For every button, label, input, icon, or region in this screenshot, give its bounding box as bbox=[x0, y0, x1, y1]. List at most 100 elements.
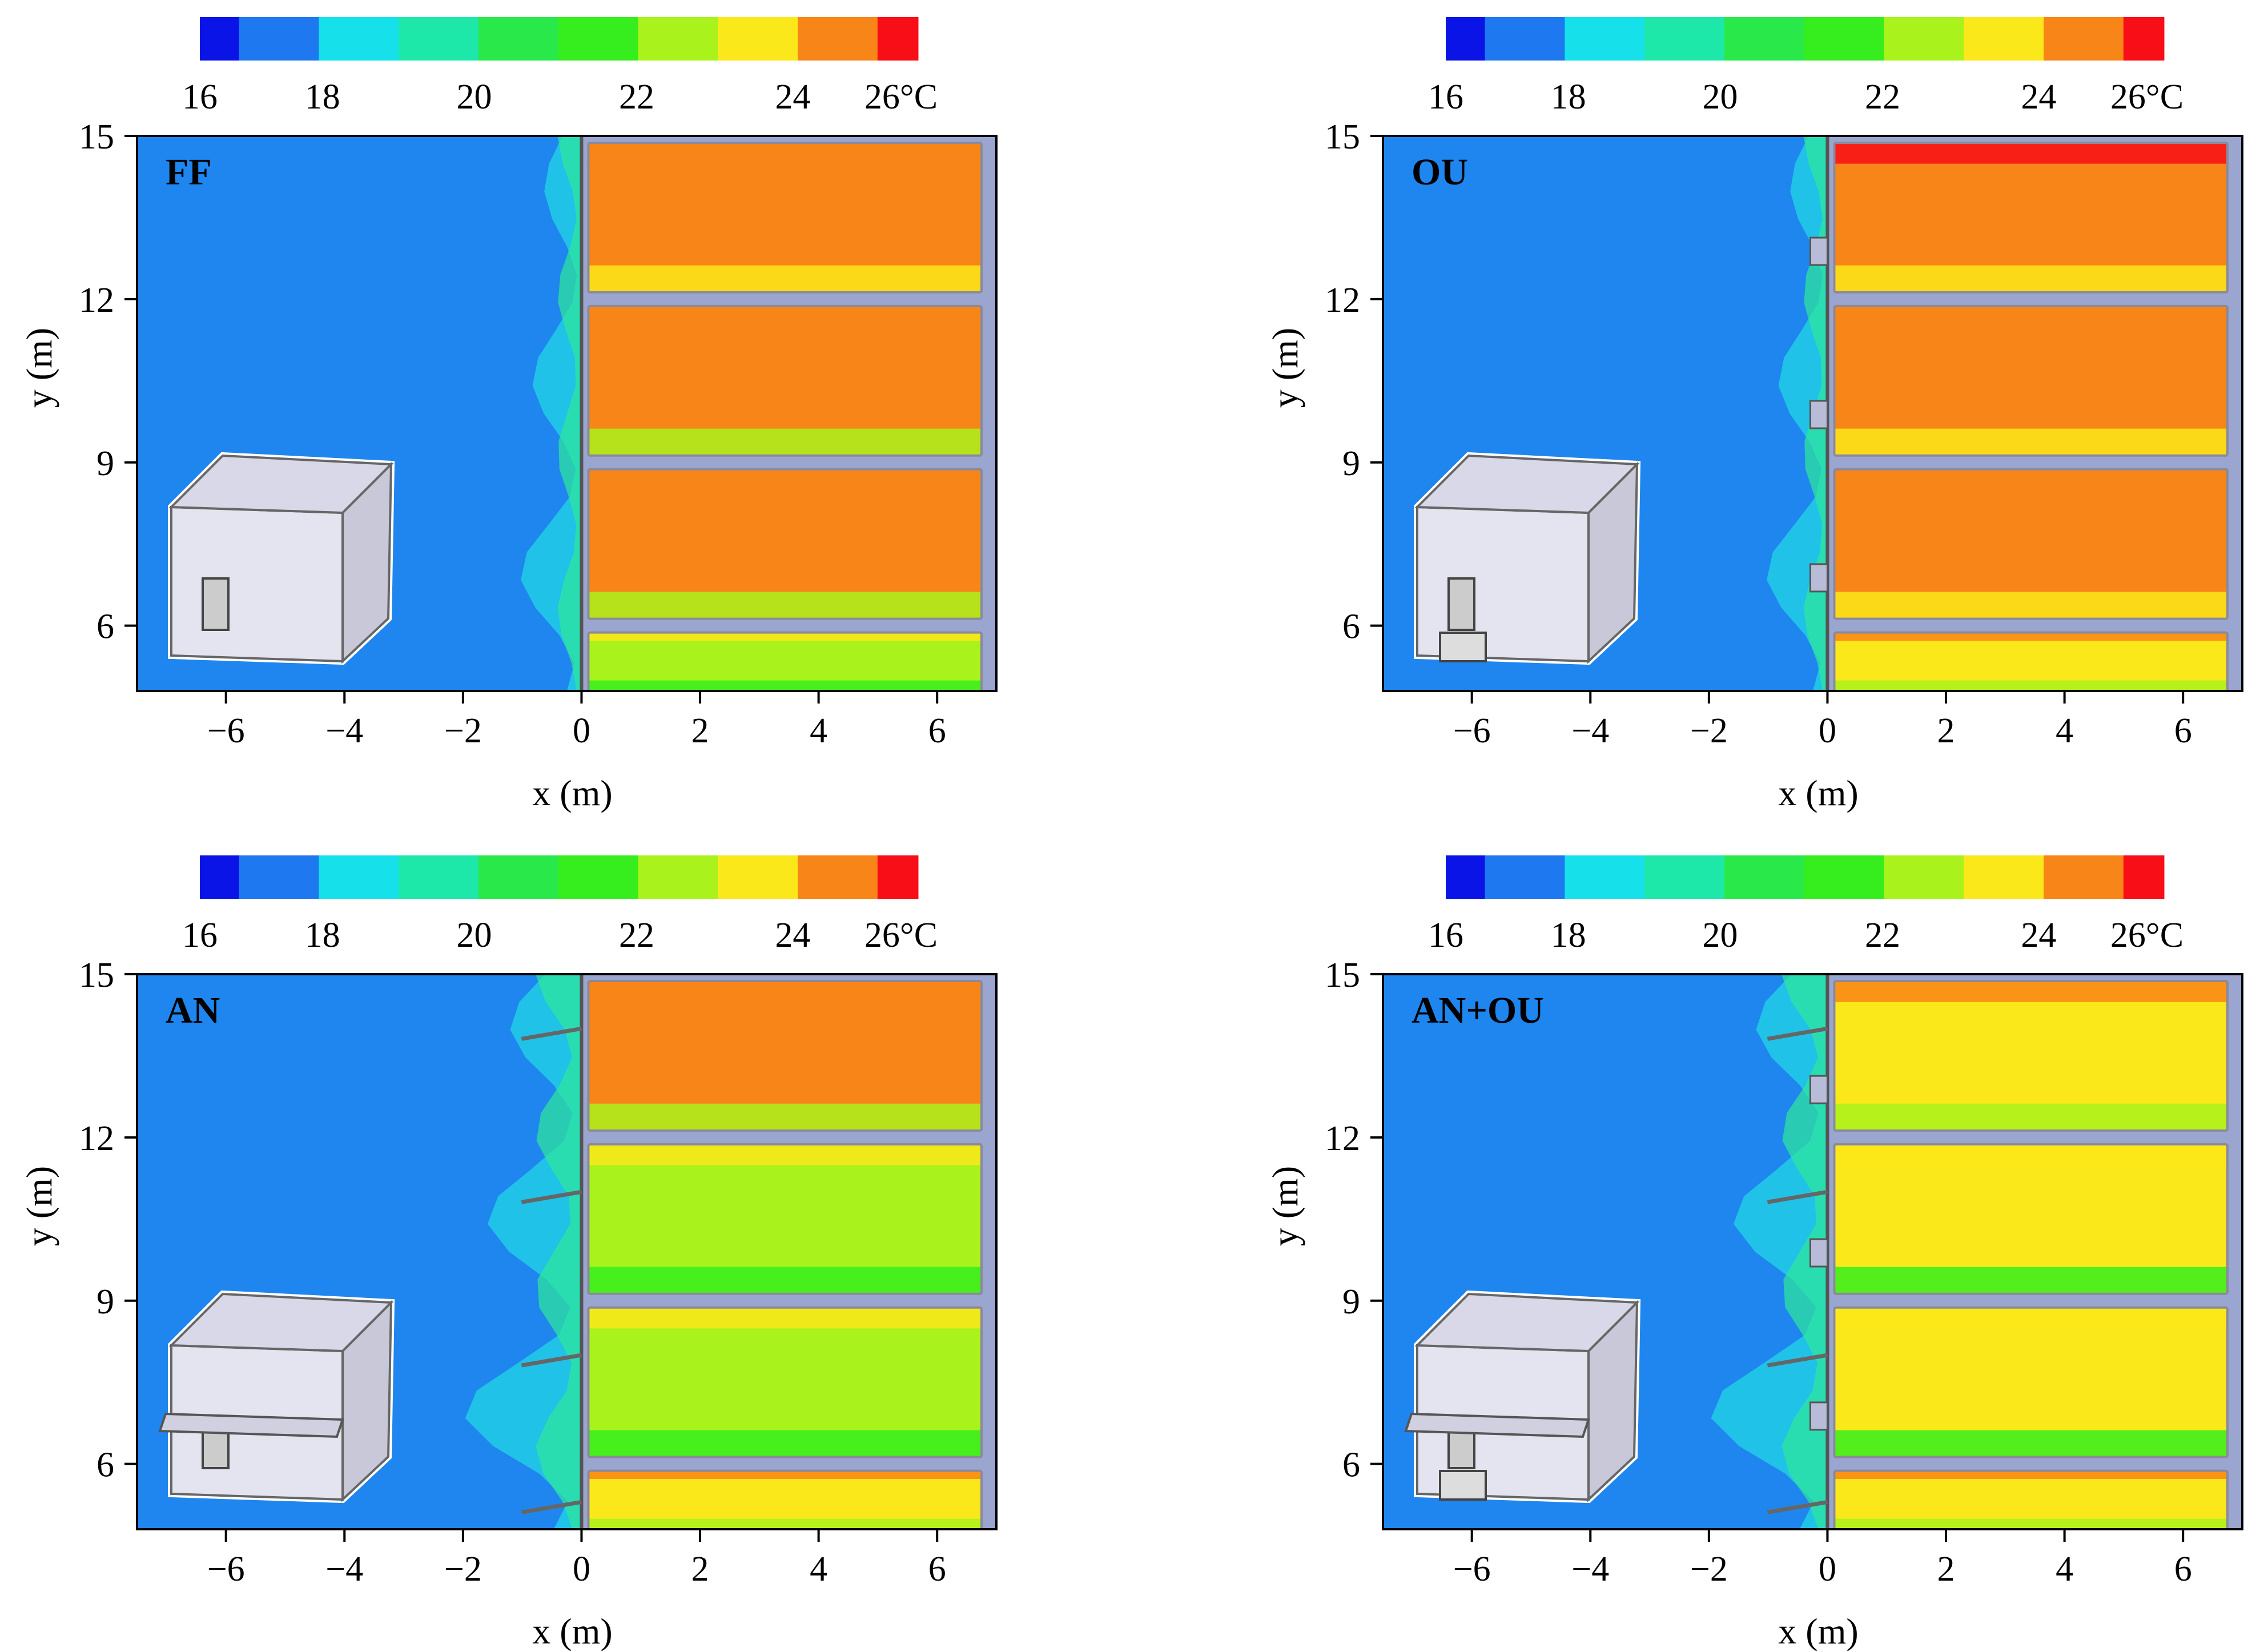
colorbar-band bbox=[1446, 17, 1486, 61]
inset-top-face bbox=[1414, 454, 1640, 515]
colorbar-band bbox=[1964, 855, 2044, 899]
colorbar-band bbox=[399, 855, 479, 899]
colorbar-tick-label: 20 bbox=[456, 916, 492, 955]
awning bbox=[1767, 1353, 1828, 1368]
inset-building-sketch bbox=[1404, 1290, 1641, 1504]
room-temperature-field bbox=[588, 469, 982, 619]
colorbar-band bbox=[200, 17, 240, 61]
room-ceiling-warm-layer bbox=[1834, 632, 2227, 641]
colorbar-tick-label: 22 bbox=[1865, 916, 1900, 955]
colorbar-band bbox=[877, 855, 919, 899]
room-outline bbox=[587, 142, 983, 294]
outdoor-unit bbox=[1809, 400, 1828, 429]
outdoor-unit bbox=[1809, 563, 1828, 593]
x-tick-label: 6 bbox=[928, 712, 946, 750]
colorbar-band bbox=[200, 855, 240, 899]
room-temperature-field bbox=[588, 981, 982, 1131]
room-floor-cool-layer bbox=[588, 592, 982, 619]
room-floor-cool-layer bbox=[588, 1518, 982, 1529]
room-temperature-field bbox=[588, 632, 982, 691]
x-tick-label: 0 bbox=[1819, 712, 1836, 750]
room-floor-cool-layer bbox=[1834, 1518, 2227, 1529]
colorbar-tick-label: 20 bbox=[1702, 916, 1738, 955]
plot-frame bbox=[136, 973, 998, 1530]
colorbar-tick-label: 26°C bbox=[864, 78, 938, 116]
colorbar-band bbox=[2123, 855, 2165, 899]
room-temperature-field bbox=[588, 1144, 982, 1294]
colorbar-tick-label: 16 bbox=[1428, 916, 1463, 955]
panel-label: AN+OU bbox=[1412, 990, 1544, 1031]
x-tick-label: −2 bbox=[1690, 1550, 1728, 1589]
x-tick-label: −6 bbox=[1453, 712, 1491, 750]
outdoor-unit bbox=[1809, 1075, 1828, 1104]
colorbar-band bbox=[1804, 855, 1885, 899]
thermal-plume-core bbox=[557, 136, 582, 691]
colorbar: 16 18 20 22 24 26°C bbox=[182, 855, 938, 955]
colorbar-tick-label: 18 bbox=[1551, 78, 1586, 116]
x-tick-label: 6 bbox=[2174, 712, 2192, 750]
room-floor-cool-layer bbox=[1834, 592, 2227, 619]
colorbar: 16 18 20 22 24 26°C bbox=[1428, 855, 2183, 955]
x-tick-label: 0 bbox=[1819, 1550, 1836, 1589]
room-temperature-field bbox=[588, 306, 982, 456]
colorbar-band bbox=[718, 855, 798, 899]
colorbar-band bbox=[399, 17, 479, 61]
inset-front-face bbox=[170, 505, 344, 663]
room-floor-cool-layer bbox=[588, 265, 982, 292]
room-ceiling-warm-layer bbox=[588, 306, 982, 327]
y-tick-label: 15 bbox=[79, 956, 114, 995]
colorbar-tick-label: 26°C bbox=[864, 916, 938, 955]
thermal-plume-core bbox=[1781, 974, 1828, 1529]
x-tick-label: −2 bbox=[444, 1550, 482, 1589]
y-tick-label: 12 bbox=[79, 281, 114, 320]
y-tick-label: 6 bbox=[96, 608, 114, 646]
room-ceiling-warm-layer bbox=[1834, 469, 2227, 491]
colorbar-band bbox=[2044, 17, 2124, 61]
inset-top-face bbox=[168, 1292, 394, 1353]
colorbar-band bbox=[1565, 855, 1645, 899]
x-tick-label: −4 bbox=[1571, 712, 1609, 750]
x-tick-label: −2 bbox=[444, 712, 482, 750]
room-ceiling-warm-layer bbox=[588, 632, 982, 641]
colorbar-tick-label: 24 bbox=[2021, 916, 2056, 955]
y-tick-label: 12 bbox=[1325, 1119, 1360, 1158]
room-floor-cool-layer bbox=[588, 1430, 982, 1457]
colorbar-tick-label: 24 bbox=[2021, 78, 2056, 116]
y-tick-label: 6 bbox=[1342, 608, 1360, 646]
room-floor-cool-layer bbox=[1834, 1430, 2227, 1457]
awning bbox=[521, 1026, 582, 1041]
x-tick-label: −4 bbox=[325, 1550, 363, 1589]
awning bbox=[521, 1189, 582, 1204]
colorbar-tick-label: 26°C bbox=[2110, 916, 2183, 955]
awning bbox=[521, 1500, 582, 1514]
outdoor-unit bbox=[1809, 236, 1828, 266]
inset-building-sketch bbox=[1414, 452, 1641, 665]
colorbar-band bbox=[1644, 17, 1725, 61]
room-temperature-field bbox=[1834, 469, 2227, 619]
room-floor-cool-layer bbox=[588, 1103, 982, 1131]
room-floor-cool-layer bbox=[1834, 680, 2227, 691]
room-ceiling-warm-layer bbox=[588, 1144, 982, 1165]
x-tick-label: 2 bbox=[1937, 712, 1955, 750]
panel-label: AN bbox=[166, 990, 220, 1031]
y-tick-label: 15 bbox=[79, 118, 114, 156]
room-temperature-field bbox=[588, 1307, 982, 1457]
room-ceiling-warm-layer bbox=[1834, 1470, 2227, 1479]
room-temperature-field bbox=[588, 143, 982, 292]
colorbar-tick-label: 22 bbox=[619, 78, 654, 116]
thermal-plume bbox=[521, 136, 582, 691]
colorbar: 16 18 20 22 24 26°C bbox=[182, 17, 938, 116]
colorbar-tick-label: 18 bbox=[305, 78, 340, 116]
inset-outdoor-unit bbox=[1439, 632, 1487, 662]
room-outline bbox=[1833, 980, 2229, 1132]
x-axis-label: x (m) bbox=[1778, 773, 1858, 813]
room-temperature-field bbox=[1834, 306, 2227, 456]
room-ceiling-warm-layer bbox=[588, 1307, 982, 1329]
room-floor-cool-layer bbox=[1834, 265, 2227, 292]
inset-building-sketch bbox=[158, 1290, 395, 1504]
colorbar-band bbox=[877, 17, 919, 61]
colorbar-band bbox=[2044, 855, 2124, 899]
